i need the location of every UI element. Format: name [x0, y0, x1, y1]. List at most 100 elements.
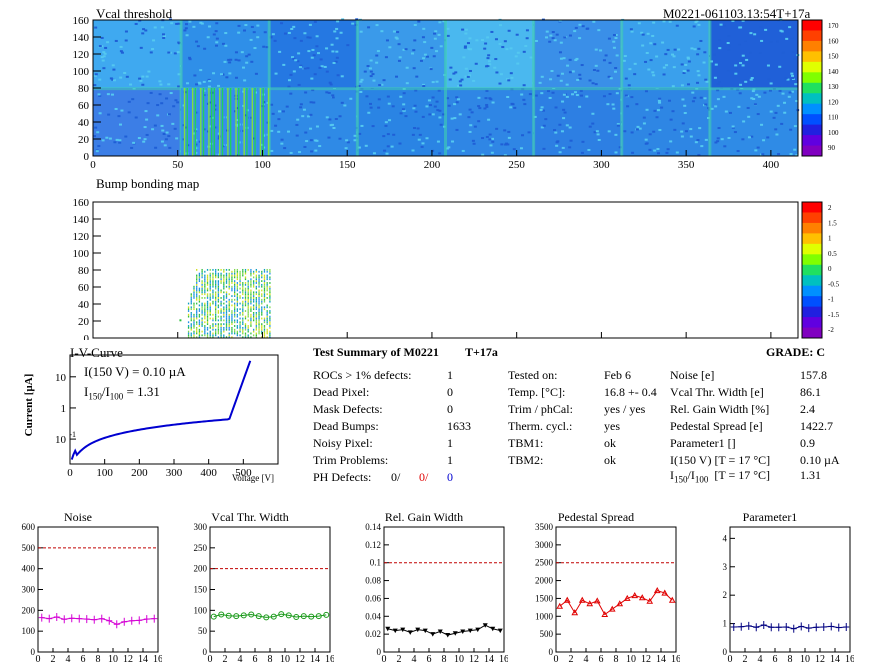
x-tick-label: 8	[788, 654, 793, 665]
roc-tile	[269, 88, 358, 156]
data-point	[475, 627, 481, 633]
iv-x-tick-label: 500	[235, 467, 252, 479]
data-point	[315, 613, 322, 620]
roc-tile	[533, 20, 622, 88]
y-tick-label: 120	[73, 49, 90, 61]
data-point	[586, 600, 594, 607]
roc-tile	[445, 20, 534, 88]
data-point	[661, 589, 669, 596]
summary-label: Noise [e]	[670, 368, 715, 382]
ph-defects-label: PH Defects:	[313, 470, 372, 484]
palette-step	[802, 275, 822, 287]
y-tick-label: 1000	[535, 611, 554, 621]
vcal-cells	[93, 18, 800, 157]
x-tick-label: 8	[96, 654, 101, 665]
palette-step	[802, 51, 822, 63]
palette-frame	[801, 19, 823, 157]
data-point	[255, 613, 262, 620]
x-tick-label: 4	[412, 654, 417, 665]
series-line	[733, 624, 847, 630]
ratio-value: 1.31	[800, 468, 821, 482]
summary-label: Trim / phCal:	[508, 402, 573, 416]
x-tick-label: 2	[397, 654, 402, 665]
x-tick-label: 0	[728, 654, 733, 665]
palette-label: 160	[828, 37, 839, 45]
data-point	[437, 629, 443, 634]
data-point	[623, 594, 631, 601]
summary-label: Dead Pixel:	[313, 385, 370, 399]
palette-label: -0.5	[828, 280, 840, 288]
summary-label: Rel. Gain Width [%]	[670, 402, 770, 416]
module-id-label: M0221-061103.13:54T+17a	[663, 6, 811, 21]
y-tick-label: 0	[723, 647, 728, 657]
summary-value: 0.10 µA	[800, 453, 840, 467]
y-tick-label: 0.04	[365, 611, 381, 621]
palette-label: 1	[828, 235, 832, 243]
data-point	[422, 628, 428, 634]
roc-tile	[357, 20, 446, 88]
y-tick-label: 160	[73, 197, 90, 209]
x-tick-label: 400	[763, 159, 780, 171]
palette-label: 100	[828, 129, 839, 137]
data-point	[593, 597, 601, 604]
x-tick-label: 8	[268, 654, 273, 665]
ph-defects-value-3: 0	[447, 470, 453, 484]
y-tick-label: 500	[22, 543, 36, 553]
y-tick-label: 2500	[535, 558, 554, 568]
y-tick-label: 0	[84, 333, 90, 340]
bump-frame	[92, 201, 799, 339]
summary-value: 0	[447, 385, 453, 399]
x-tick-label: 4	[238, 654, 243, 665]
data-point	[638, 594, 646, 601]
data-point	[392, 628, 398, 634]
palette-step	[802, 327, 822, 339]
y-tick-label: 0.02	[365, 629, 381, 639]
x-tick-label: 10	[800, 654, 810, 665]
palette-label: 2	[828, 204, 832, 212]
summary-label: Pedestal Spread [e]	[670, 419, 763, 433]
summary-value: ok	[604, 453, 616, 467]
y-tick-label: 3	[723, 562, 728, 572]
data-point	[263, 614, 270, 621]
palette-label: 150	[828, 53, 839, 61]
data-point	[497, 628, 503, 634]
data-point	[467, 628, 473, 634]
summary-temp-tag: T+17a	[465, 345, 498, 359]
y-tick-label: 0.12	[365, 540, 381, 550]
y-tick-label: 3500	[535, 522, 554, 532]
data-point	[608, 605, 616, 612]
x-tick-label: 16	[845, 654, 854, 665]
chart-frame	[729, 526, 851, 653]
palette-step	[802, 254, 822, 266]
x-tick-label: 12	[123, 654, 133, 665]
series-line	[559, 589, 673, 616]
y-tick-label: 60	[78, 282, 90, 294]
ph-defects-value-2: 0/	[419, 470, 429, 484]
chart-frame	[209, 526, 331, 653]
palette-label: 120	[828, 98, 839, 106]
data-point	[490, 626, 496, 632]
y-tick-label: 50	[198, 626, 208, 636]
x-tick-label: 12	[295, 654, 305, 665]
summary-label: Dead Bumps:	[313, 419, 379, 433]
y-tick-label: 100	[73, 66, 90, 78]
x-tick-label: 10	[626, 654, 636, 665]
x-tick-label: 6	[599, 654, 604, 665]
y-tick-label: 20	[78, 316, 90, 328]
y-tick-label: 4	[723, 533, 728, 543]
data-point	[400, 627, 406, 633]
iv-x-tick-label: 400	[200, 467, 217, 479]
data-point	[578, 596, 586, 603]
summary-value: 1	[447, 368, 453, 382]
summary-value: 157.8	[800, 368, 827, 382]
y-tick-label: 2	[723, 590, 728, 600]
data-point	[210, 613, 217, 620]
y-tick-label: 40	[78, 117, 90, 129]
iv-y-tick-exponent: -1	[69, 430, 76, 439]
summary-value: ok	[604, 436, 616, 450]
x-tick-label: 8	[442, 654, 447, 665]
bump-map-title: Bump bonding map	[96, 176, 200, 191]
vcal-map-title: Vcal threshold	[96, 6, 173, 21]
palette-step	[802, 61, 822, 73]
